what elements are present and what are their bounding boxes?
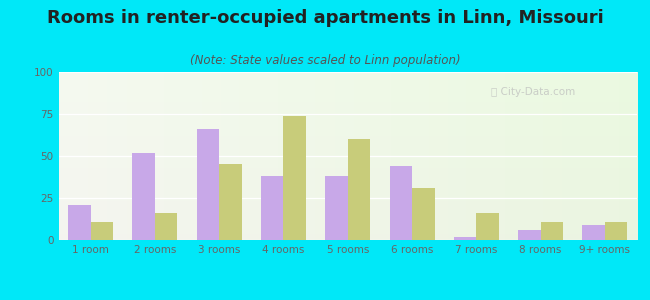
Bar [389,166,412,240]
Bar [454,237,476,240]
Bar [261,176,283,240]
Bar [197,129,219,240]
Text: ⓘ City-Data.com: ⓘ City-Data.com [491,87,575,97]
Bar [518,230,541,240]
Bar [412,188,434,240]
Bar [219,164,242,240]
Legend: Linn, Missouri: Linn, Missouri [264,297,432,300]
Bar [582,225,605,240]
Bar [541,221,563,240]
Bar [283,116,306,240]
Bar [325,176,348,240]
Bar [476,213,499,240]
Text: Rooms in renter-occupied apartments in Linn, Missouri: Rooms in renter-occupied apartments in L… [47,9,603,27]
Bar [605,221,627,240]
Bar [348,139,370,240]
Bar [68,205,90,240]
Bar [133,153,155,240]
Bar [155,213,177,240]
Bar [90,221,113,240]
Text: (Note: State values scaled to Linn population): (Note: State values scaled to Linn popul… [190,54,460,67]
